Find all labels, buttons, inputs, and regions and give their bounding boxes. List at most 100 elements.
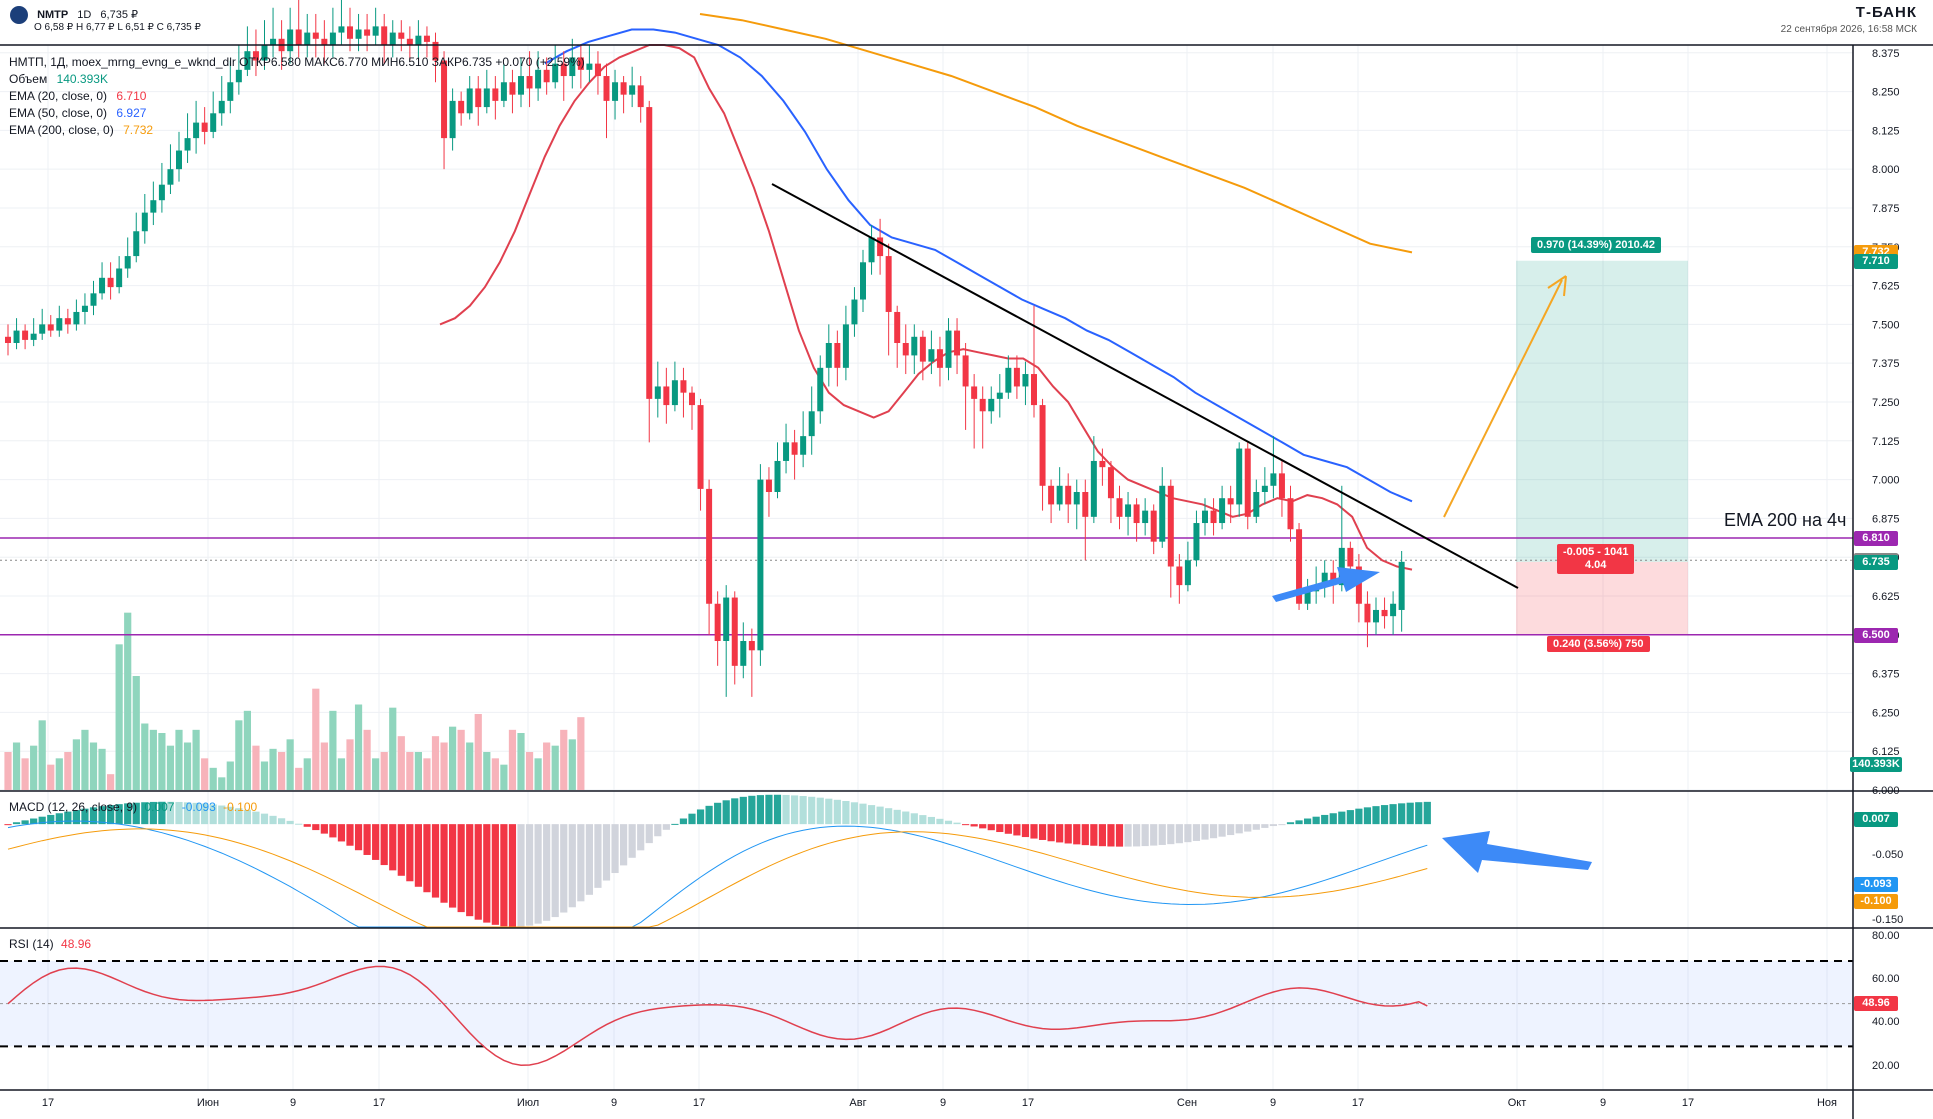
- macd-hist-bar: [89, 807, 98, 825]
- candle-body: [372, 26, 379, 36]
- x-label-0: 17: [41, 1097, 55, 1109]
- macd-hist-bar: [1329, 813, 1337, 825]
- macd-hist-bar: [474, 824, 482, 920]
- price-tick-11: 7.000: [1872, 475, 1900, 487]
- volume-bar: [440, 742, 448, 790]
- macd-hist-bar: [662, 824, 670, 830]
- candle-body: [492, 88, 499, 101]
- volume-bar: [397, 736, 405, 790]
- macd-hist-bar: [1278, 824, 1286, 826]
- candle-body: [338, 26, 345, 33]
- x-label-3: 17: [372, 1097, 386, 1109]
- candle-body: [646, 107, 653, 399]
- candle-body: [5, 336, 11, 343]
- candle-body: [1210, 510, 1217, 524]
- candle-body: [1082, 492, 1089, 517]
- macd-hist-bar: [893, 809, 901, 825]
- price-tick-10: 7.125: [1872, 436, 1900, 448]
- macd-legend: MACD (12, 26, close, 9) 0.007 -0.093 -0.…: [9, 800, 257, 814]
- macd-hist-bar: [577, 824, 585, 902]
- candle-body: [594, 63, 601, 77]
- legend-volume-value: 140.393K: [56, 72, 108, 86]
- symbol[interactable]: NMTP: [37, 8, 69, 21]
- macd-line-price-label: -0.093: [1854, 877, 1898, 892]
- macd-hist-bar: [192, 802, 200, 825]
- candle-body: [936, 349, 943, 368]
- macd-hist-bar: [696, 809, 705, 825]
- candle-body: [1184, 560, 1191, 586]
- rsi-line: [7, 965, 1428, 1066]
- macd-hist-bar: [714, 802, 722, 825]
- volume-bar: [534, 758, 542, 790]
- macd-hist-bar: [953, 822, 961, 825]
- candle-body: [1373, 609, 1379, 623]
- candle-body: [1167, 485, 1174, 567]
- candle-body: [1150, 510, 1157, 542]
- legend-volume-label: Объем: [9, 72, 48, 86]
- candle-body: [552, 63, 559, 83]
- macd-hist-bar: [1073, 824, 1081, 845]
- candle-body: [1364, 603, 1371, 623]
- profit-zone: [1516, 260, 1688, 562]
- rsi-legend: RSI (14) 48.96: [9, 937, 91, 951]
- candle-body: [1355, 566, 1362, 604]
- candle-body: [706, 488, 713, 604]
- volume-bar: [449, 726, 457, 790]
- macd-hist-bar: [1415, 802, 1423, 825]
- macd-hist-price-label: 0.007: [1854, 812, 1898, 827]
- macd-hist-bar: [449, 824, 457, 908]
- macd-hist-bar: [1150, 824, 1158, 846]
- interval[interactable]: 1D: [77, 8, 92, 21]
- candle-body: [842, 324, 849, 368]
- candle-body: [423, 35, 430, 42]
- candle-body: [817, 367, 824, 412]
- macd-hist-bar: [1363, 807, 1372, 825]
- volume-bar: [303, 758, 311, 790]
- candle-body: [133, 231, 140, 257]
- price-tick-9: 7.250: [1872, 397, 1900, 409]
- macd-hist-bar: [1389, 804, 1397, 825]
- candle-body: [637, 85, 644, 108]
- candle-body: [996, 392, 1003, 399]
- candle-body: [107, 277, 114, 288]
- volume-bar: [175, 729, 183, 790]
- candle-body: [1278, 473, 1285, 499]
- candle-body: [39, 324, 46, 334]
- macd-hist-bar: [132, 802, 140, 825]
- volume-bar: [286, 739, 294, 790]
- macd-hist-bar: [705, 805, 713, 825]
- volume-bar: [474, 714, 482, 790]
- ratio-text: 4.04: [1585, 559, 1607, 571]
- volume-bar: [124, 612, 132, 790]
- candle-body: [22, 330, 29, 340]
- volume-bar: [12, 742, 21, 790]
- macd-hist-bar: [38, 816, 46, 825]
- candle-body: [218, 100, 225, 114]
- macd-line: [7, 820, 1428, 928]
- candle-body: [475, 88, 482, 108]
- candle-body: [483, 88, 490, 108]
- legend-ema20-label: EMA (20, close, 0): [9, 89, 108, 103]
- x-label-7: Авг: [849, 1097, 867, 1109]
- volume-bar: [4, 752, 12, 790]
- macd-hist-bar: [457, 824, 465, 913]
- macd-hist-bar: [124, 803, 132, 825]
- candle-body: [81, 305, 88, 312]
- macd-hist-bar: [799, 796, 807, 825]
- macd-hist-bar: [1423, 801, 1431, 825]
- macd-hist-bar: [1115, 824, 1124, 847]
- candle-body: [1039, 405, 1046, 486]
- candle-body: [500, 82, 507, 101]
- macd-hist-bar: [201, 803, 209, 825]
- macd-hist-bar: [414, 824, 422, 887]
- macd-hist-bar: [1355, 808, 1363, 825]
- x-label-1: Июн: [196, 1097, 220, 1109]
- macd-hist-bar: [910, 813, 918, 825]
- volume-bar: [354, 704, 363, 790]
- volume-bar: [551, 745, 559, 790]
- ema200-4h-annotation: EMA 200 на 4ч: [1724, 510, 1847, 530]
- candle-body: [184, 138, 191, 151]
- macd-hist-bar: [731, 798, 739, 825]
- volume-bar: [166, 745, 175, 790]
